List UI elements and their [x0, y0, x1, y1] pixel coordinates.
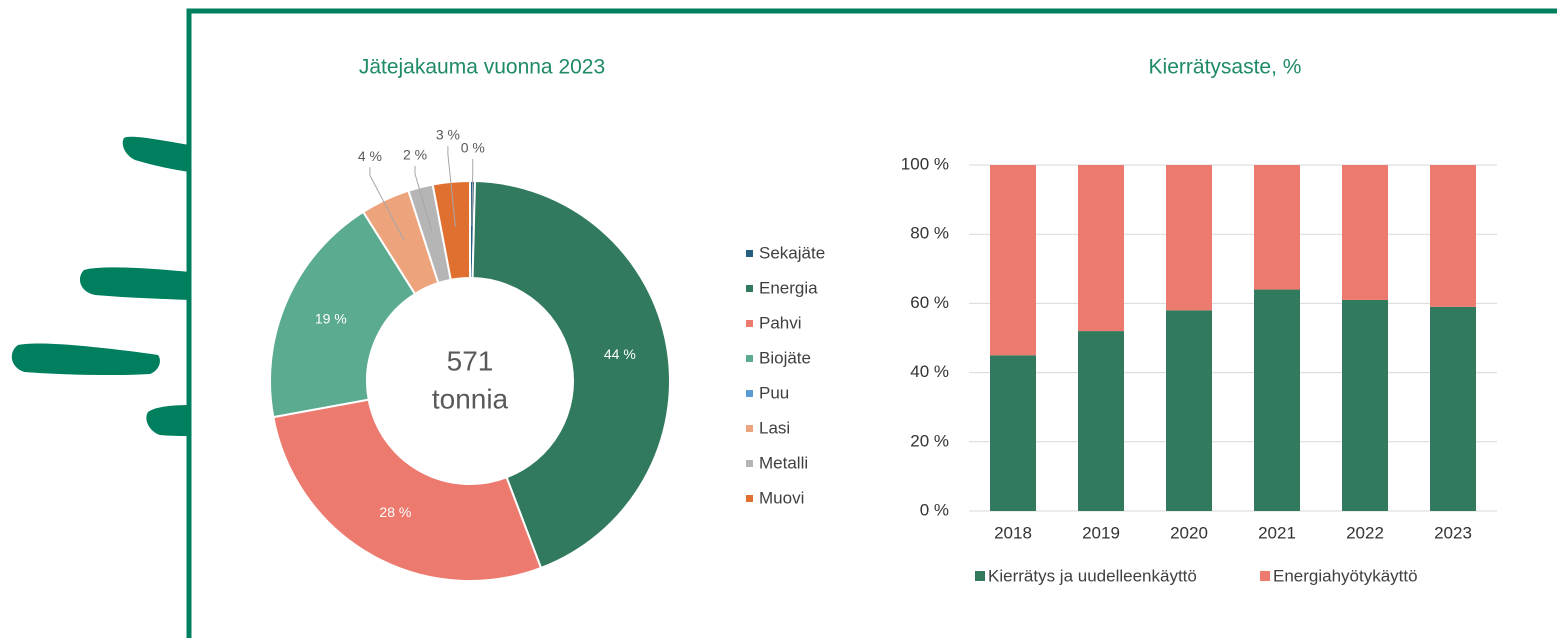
y-tick-label: 0 %: [920, 500, 949, 519]
bar-segment: [1254, 165, 1300, 290]
donut-slice: [272, 398, 543, 582]
y-tick-label: 100 %: [901, 154, 949, 173]
legend-label: Pahvi: [759, 313, 802, 332]
x-tick-label: 2021: [1258, 523, 1296, 542]
bar-segment: [1430, 306, 1476, 511]
legend-marker: [746, 250, 753, 257]
leader-line: [369, 167, 405, 241]
center-label: 571: [447, 345, 494, 376]
legend-marker: [746, 355, 753, 362]
donut-slice: [471, 180, 671, 570]
leader-line: [471, 159, 474, 227]
x-tick-label: 2022: [1346, 523, 1384, 542]
frame: [186, 8, 1557, 638]
leader-line: [414, 165, 433, 231]
y-tick-label: 40 %: [910, 362, 949, 381]
legend-label: Energia: [759, 278, 818, 297]
x-tick-label: 2020: [1170, 523, 1208, 542]
legend-marker: [746, 320, 753, 327]
data-label: 44 %: [604, 346, 636, 362]
data-label: 19 %: [315, 311, 347, 327]
legend-label: Kierrätys ja uudelleenkäyttö: [988, 566, 1197, 585]
bar-segment: [1254, 289, 1300, 511]
y-tick-label: 60 %: [910, 293, 949, 312]
y-tick-label: 80 %: [910, 224, 949, 243]
x-tick-label: 2023: [1434, 523, 1472, 542]
y-tick-label: 20 %: [910, 431, 949, 450]
legend-label: Puu: [759, 383, 789, 402]
legend-label: Muovi: [759, 488, 804, 507]
legend-marker: [746, 285, 753, 292]
center-label: tonnia: [432, 383, 509, 414]
donut-slice: [269, 210, 417, 419]
legend-label: Metalli: [759, 453, 808, 472]
bar-segment: [1078, 165, 1124, 332]
bar-segment: [1342, 165, 1388, 300]
data-label: 28 %: [379, 504, 411, 520]
decoration: [11, 136, 190, 436]
donut-slice: [431, 179, 471, 281]
legend-marker: [1260, 571, 1270, 581]
bar-segment: [990, 355, 1036, 511]
legend-marker: [746, 390, 753, 397]
legend-label: Lasi: [759, 418, 790, 437]
data-label: 0 %: [461, 140, 485, 156]
legend-label: Energiahyötykäyttö: [1273, 566, 1418, 585]
legend-label: Sekajäte: [759, 243, 825, 262]
bar-segment: [990, 165, 1036, 356]
legend-label: Biojäte: [759, 348, 811, 367]
bar-segment: [1342, 299, 1388, 511]
legend-marker: [746, 460, 753, 467]
x-tick-label: 2019: [1082, 523, 1120, 542]
legend-marker: [746, 495, 753, 502]
legend-marker: [746, 425, 753, 432]
bar-segment: [1166, 310, 1212, 511]
bar-segment: [1078, 331, 1124, 511]
leader-line: [447, 146, 456, 227]
chart-title: Jätejakauma vuonna 2023: [359, 56, 605, 79]
chart-title: Kierrätysaste, %: [1149, 56, 1302, 79]
data-label: 3 %: [436, 127, 460, 143]
bar-segment: [1166, 165, 1212, 311]
data-label: 4 %: [358, 148, 382, 164]
legend-marker: [975, 571, 985, 581]
bar-segment: [1430, 165, 1476, 307]
data-label: 2 %: [403, 147, 427, 163]
x-tick-label: 2018: [994, 523, 1032, 542]
